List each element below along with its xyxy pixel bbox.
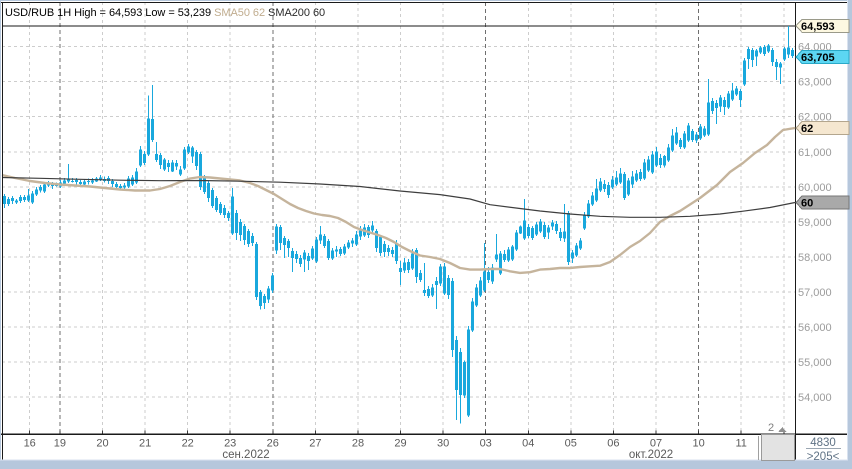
- svg-text:60: 60: [801, 198, 813, 210]
- svg-text:59,000: 59,000: [798, 217, 832, 229]
- svg-text:56,000: 56,000: [798, 322, 832, 334]
- svg-text:07: 07: [650, 437, 662, 449]
- svg-text:USD/RUB 1H High = 64,593 Low =: USD/RUB 1H High = 64,593 Low = 53,239 SM…: [5, 7, 325, 19]
- svg-text:61,000: 61,000: [798, 147, 832, 159]
- svg-text:20: 20: [96, 437, 108, 449]
- svg-text:2: 2: [768, 422, 774, 434]
- svg-text:>205<: >205<: [807, 451, 840, 463]
- svg-text:04: 04: [522, 437, 534, 449]
- svg-text:26: 26: [267, 437, 279, 449]
- svg-text:05: 05: [565, 437, 577, 449]
- svg-text:63,000: 63,000: [798, 77, 832, 89]
- svg-text:22: 22: [182, 437, 194, 449]
- svg-text:30: 30: [437, 437, 449, 449]
- svg-text:28: 28: [352, 437, 364, 449]
- svg-text:27: 27: [309, 437, 321, 449]
- svg-text:63,705: 63,705: [801, 52, 835, 64]
- svg-text:54,000: 54,000: [798, 392, 832, 404]
- svg-text:16: 16: [24, 437, 36, 449]
- svg-text:62: 62: [801, 123, 813, 135]
- svg-text:окт.2022: окт.2022: [629, 449, 673, 461]
- svg-text:60,000: 60,000: [798, 182, 832, 194]
- svg-text:58,000: 58,000: [798, 252, 832, 264]
- svg-text:62,000: 62,000: [798, 112, 832, 124]
- svg-text:29: 29: [394, 437, 406, 449]
- svg-text:64,593: 64,593: [801, 21, 835, 33]
- svg-text:11: 11: [735, 437, 746, 449]
- svg-text:сен.2022: сен.2022: [222, 449, 269, 461]
- svg-text:4830: 4830: [810, 437, 836, 449]
- svg-text:57,000: 57,000: [798, 287, 832, 299]
- svg-text:55,000: 55,000: [798, 357, 832, 369]
- svg-text:06: 06: [607, 437, 619, 449]
- svg-text:19: 19: [54, 437, 66, 449]
- svg-text:03: 03: [480, 437, 492, 449]
- svg-text:21: 21: [139, 437, 151, 449]
- svg-text:23: 23: [224, 437, 236, 449]
- svg-text:10: 10: [692, 437, 704, 449]
